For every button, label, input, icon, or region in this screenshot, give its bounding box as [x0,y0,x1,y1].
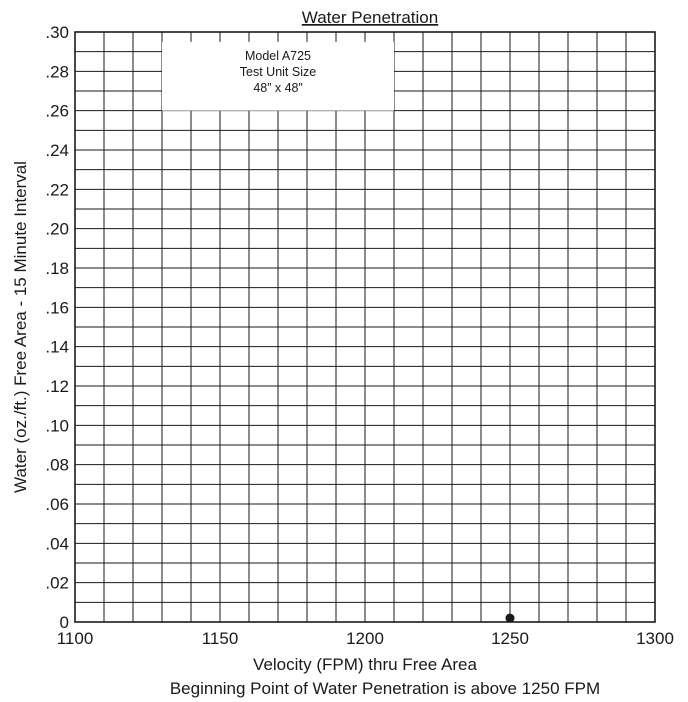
y-tick-label: .28 [45,62,69,81]
model-info-line: Model A725 [245,49,311,63]
chart-grid [75,32,655,622]
y-tick-label: .12 [45,377,69,396]
y-tick-label: .10 [45,416,69,435]
y-tick-label: .04 [45,534,69,553]
x-tick-label: 1150 [202,629,239,648]
y-tick-label: .16 [45,298,69,317]
y-tick-label: .30 [45,23,69,42]
y-tick-label: .22 [45,180,69,199]
y-axis-title: Water (oz./ft.) Free Area - 15 Minute In… [11,161,30,493]
model-info-box: Model A725 Test Unit Size 48” x 48” [162,41,394,111]
y-tick-label: .14 [45,338,69,357]
y-tick-label: .02 [45,574,69,593]
model-info-line: 48” x 48” [253,81,302,95]
y-tick-label: .08 [45,456,69,475]
x-axis-ticks: 1100 1150 1200 1250 1300 [57,629,674,648]
y-tick-label: .24 [45,141,69,160]
data-point [505,613,515,623]
x-tick-label: 1100 [57,629,94,648]
y-tick-label: .18 [45,259,69,278]
plot-frame [74,31,656,623]
y-tick-label: 0 [60,613,69,632]
model-info-line: Test Unit Size [240,65,316,79]
model-info-box-background [162,41,394,111]
y-tick-label: .20 [45,220,69,239]
y-tick-label: .06 [45,495,69,514]
x-tick-label: 1200 [346,629,384,648]
x-axis-title: Velocity (FPM) thru Free Area [253,655,477,674]
y-axis-ticks: 0 .02 .04 .06 .08 .10 .12 .14 .16 .18 .20 .22 .24 .26… [45,23,69,632]
chart-title: Water Penetration [302,8,438,27]
x-tick-label: 1300 [636,629,674,648]
data-points [505,613,515,623]
y-tick-label: .26 [45,102,69,121]
x-tick-label: 1250 [491,629,529,648]
chart-note: Beginning Point of Water Penetration is … [170,679,600,698]
